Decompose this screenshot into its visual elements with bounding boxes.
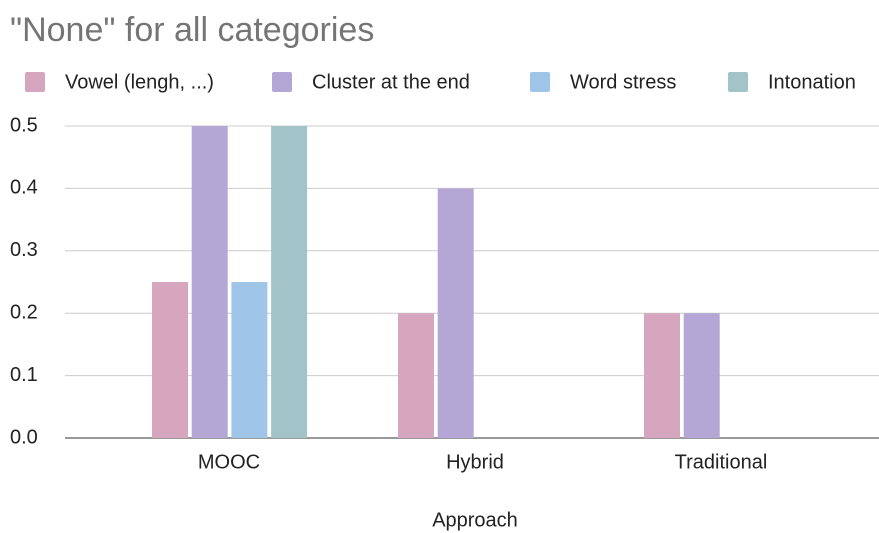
bar <box>191 126 228 438</box>
x-tick-label: Hybrid <box>446 451 504 473</box>
legend-label: Intonation <box>768 71 856 93</box>
bar <box>683 313 720 438</box>
y-tick-label: 0.2 <box>10 301 38 323</box>
legend-swatch <box>272 72 292 92</box>
legend-label: Word stress <box>570 71 676 93</box>
legend-label: Vowel (lengh, ...) <box>65 71 214 93</box>
legend-swatch <box>530 72 550 92</box>
x-axis-label: Approach <box>432 509 518 531</box>
y-tick-label: 0.4 <box>10 177 38 199</box>
y-tick-label: 0.0 <box>10 426 38 448</box>
x-tick-label: MOOC <box>198 451 260 473</box>
bar <box>437 188 474 438</box>
bar <box>231 282 268 438</box>
x-tick-label: Traditional <box>675 451 768 473</box>
chart-title: "None" for all categories <box>10 11 374 49</box>
bar <box>644 313 680 438</box>
y-tick-label: 0.3 <box>10 239 38 261</box>
legend-swatch <box>728 72 748 92</box>
legend-swatch <box>25 72 45 92</box>
y-tick-label: 0.5 <box>10 114 38 136</box>
y-tick-label: 0.1 <box>10 364 38 386</box>
legend-label: Cluster at the end <box>312 71 470 93</box>
bar <box>152 282 188 438</box>
bar <box>398 313 434 438</box>
bar <box>271 126 308 438</box>
